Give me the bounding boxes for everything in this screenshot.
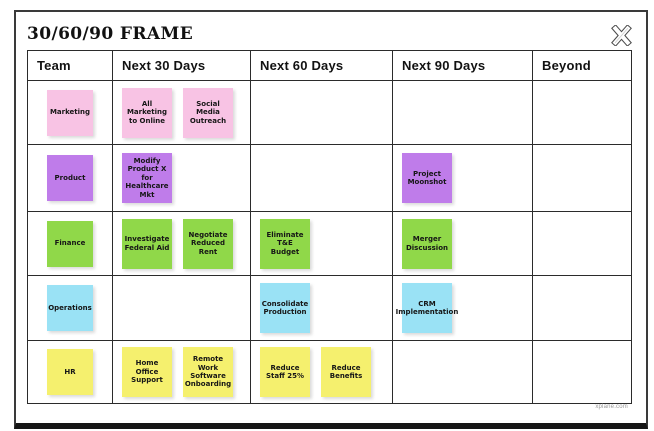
team-note-hr[interactable]: HR bbox=[47, 349, 93, 395]
sticky-note[interactable]: Project Moonshot bbox=[402, 153, 452, 203]
cell-operations-next90: CRM Implementation bbox=[393, 276, 533, 341]
sticky-note[interactable]: All Marketing to Online bbox=[122, 87, 172, 138]
column-header-next-60-days: Next 60 Days bbox=[251, 51, 393, 81]
cell-finance-next90: Merger Discussion bbox=[393, 212, 533, 276]
cell-marketing-next60 bbox=[251, 81, 393, 145]
cell-product-team: Product bbox=[28, 145, 113, 212]
cell-product-next60 bbox=[251, 145, 393, 212]
column-header-beyond: Beyond bbox=[533, 51, 632, 81]
cell-operations-team: Operations bbox=[28, 276, 113, 341]
column-header-next-90-days: Next 90 Days bbox=[393, 51, 533, 81]
board-frame: 30/60/90 FRAME Team Next 30 Days Next 60… bbox=[14, 10, 648, 429]
sticky-note[interactable]: Home Office Support bbox=[122, 347, 172, 397]
cell-finance-next30: Investigate Federal Aid Negotiate Reduce… bbox=[113, 212, 251, 276]
team-note-operations[interactable]: Operations bbox=[47, 285, 93, 331]
cell-product-next90: Project Moonshot bbox=[393, 145, 533, 212]
cell-hr-next90 bbox=[393, 341, 533, 404]
sticky-note[interactable]: Reduce Staff 25% bbox=[260, 347, 310, 397]
xplane-x-logo-icon bbox=[611, 25, 632, 46]
cell-marketing-team: Marketing bbox=[28, 81, 113, 145]
column-header-team: Team bbox=[28, 51, 113, 81]
cell-operations-beyond bbox=[533, 276, 632, 341]
sticky-note[interactable]: Modify Product X for Healthcare Mkt bbox=[122, 153, 172, 203]
cell-hr-beyond bbox=[533, 341, 632, 404]
cell-marketing-next90 bbox=[393, 81, 533, 145]
team-note-product[interactable]: Product bbox=[47, 155, 93, 201]
sticky-note[interactable]: CRM Implementation bbox=[396, 283, 458, 333]
cell-hr-next60: Reduce Staff 25% Reduce Benefits bbox=[251, 341, 393, 404]
cell-operations-next30 bbox=[113, 276, 251, 341]
sticky-note[interactable]: Social Media Outreach bbox=[183, 87, 233, 138]
sticky-note[interactable]: Consolidate Production bbox=[260, 283, 310, 333]
cell-product-next30: Modify Product X for Healthcare Mkt bbox=[113, 145, 251, 212]
sticky-note[interactable]: Negotiate Reduced Rent bbox=[183, 218, 233, 269]
cell-finance-team: Finance bbox=[28, 212, 113, 276]
sticky-note[interactable]: Investigate Federal Aid bbox=[122, 218, 172, 269]
cell-product-beyond bbox=[533, 145, 632, 212]
watermark: xplane.com bbox=[595, 404, 628, 410]
cell-marketing-next30: All Marketing to Online Social Media Out… bbox=[113, 81, 251, 145]
sticky-note[interactable]: Reduce Benefits bbox=[321, 347, 371, 397]
sticky-note[interactable]: Merger Discussion bbox=[402, 218, 452, 269]
planning-grid: Team Next 30 Days Next 60 Days Next 90 D… bbox=[27, 50, 632, 404]
team-note-finance[interactable]: Finance bbox=[47, 220, 93, 267]
cell-marketing-beyond bbox=[533, 81, 632, 145]
cell-operations-next60: Consolidate Production bbox=[251, 276, 393, 341]
cell-hr-next30: Home Office Support Remote Work Software… bbox=[113, 341, 251, 404]
cell-finance-beyond bbox=[533, 212, 632, 276]
column-header-next-30-days: Next 30 Days bbox=[113, 51, 251, 81]
team-note-marketing[interactable]: Marketing bbox=[47, 89, 93, 136]
cell-finance-next60: Eliminate T&E Budget bbox=[251, 212, 393, 276]
sticky-note[interactable]: Eliminate T&E Budget bbox=[260, 218, 310, 269]
page-title: 30/60/90 FRAME bbox=[27, 24, 194, 44]
cell-hr-team: HR bbox=[28, 341, 113, 404]
sticky-note[interactable]: Remote Work Software Onboarding bbox=[183, 347, 233, 397]
